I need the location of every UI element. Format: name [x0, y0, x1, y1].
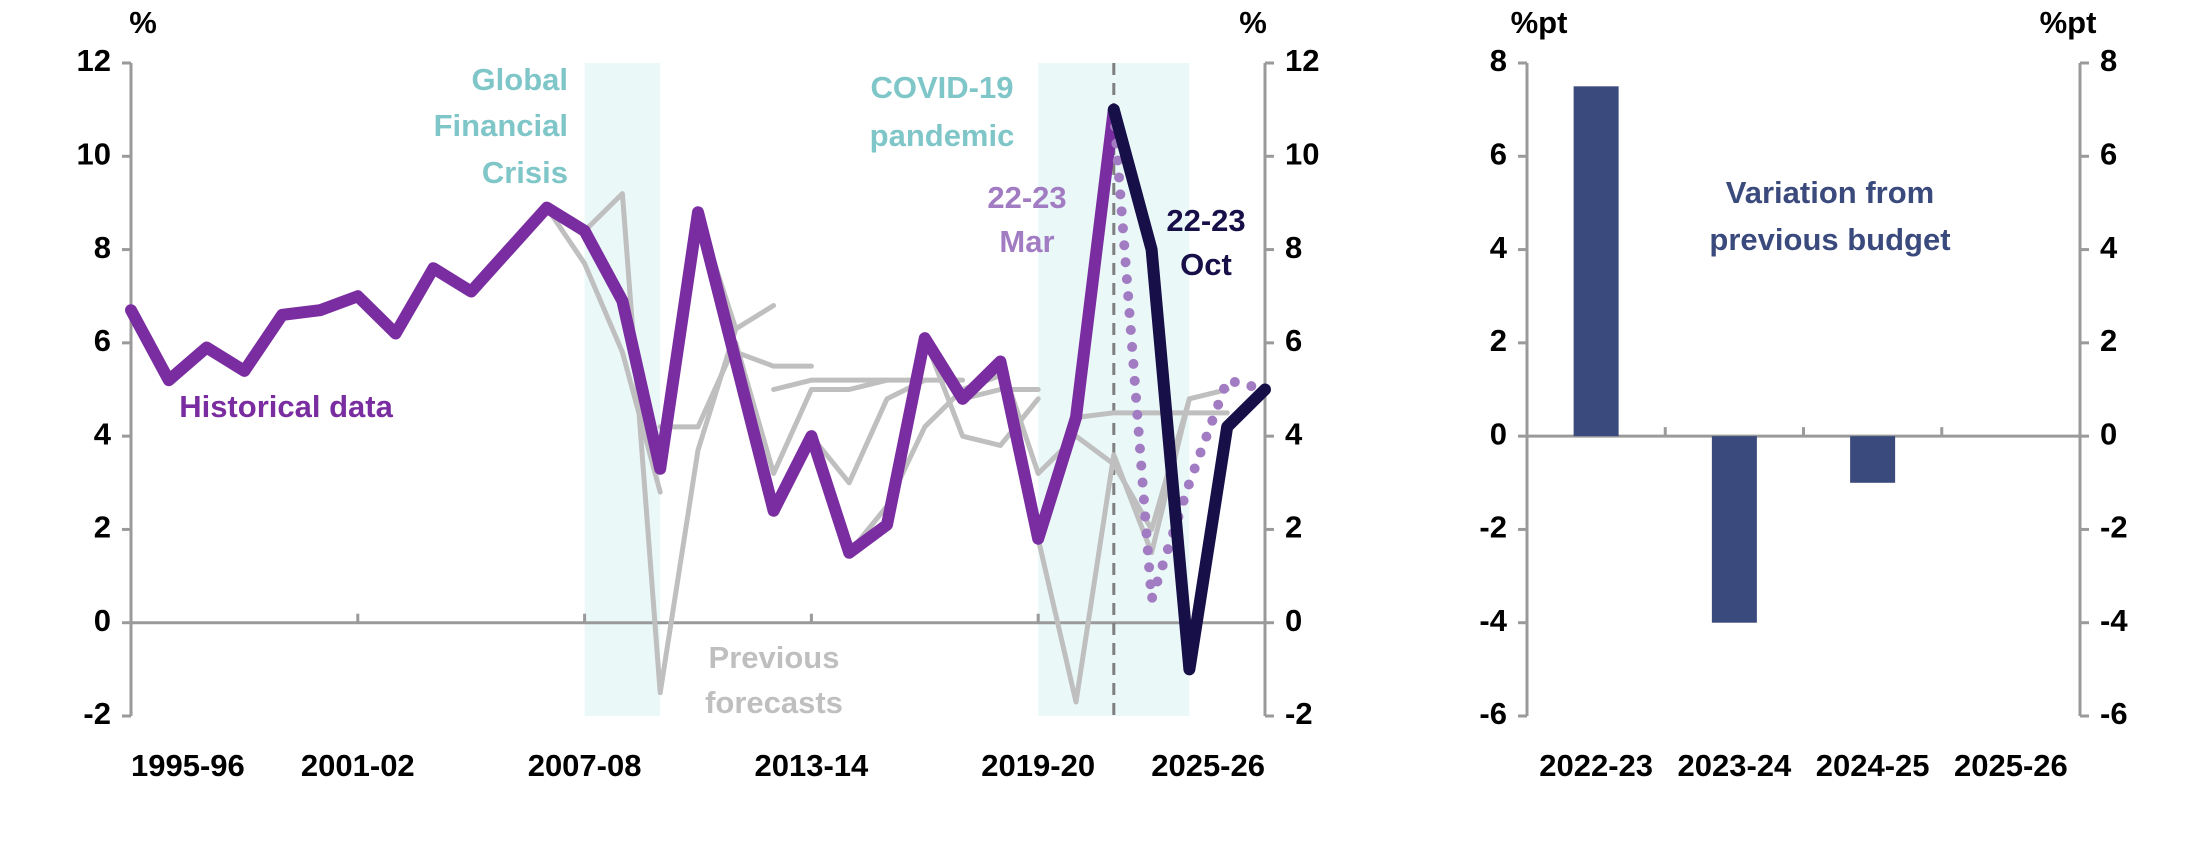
- y2-tick-label: 12: [1285, 43, 1319, 78]
- y2-unit: %pt: [2040, 5, 2097, 40]
- previous-forecast-line: [733, 340, 890, 476]
- x-tick-label: 2025-26: [1151, 748, 1265, 783]
- x-tick-label: 2023-24: [1677, 748, 1792, 783]
- y-tick-label: 8: [94, 230, 111, 265]
- y-tick-label: 6: [94, 323, 111, 358]
- y2-tick-label: 6: [1285, 323, 1302, 358]
- previous-forecast-line: [582, 191, 739, 696]
- previous-forecast-line: [997, 359, 1192, 532]
- y-tick-label: -4: [1479, 603, 1507, 638]
- y2-tick-label: -6: [2100, 696, 2128, 731]
- bar: [1850, 436, 1896, 483]
- previous-forecast-line: [771, 377, 928, 392]
- y-tick-label: -2: [83, 696, 111, 731]
- bar: [1711, 436, 1757, 623]
- x-tick-label: 2022-23: [1539, 748, 1653, 783]
- previous-forecast-line: [846, 373, 1003, 556]
- series-label: Historical data: [179, 389, 393, 424]
- annotation: Financial: [434, 108, 568, 143]
- y-unit: %: [129, 5, 157, 40]
- y-unit: %pt: [1511, 5, 1568, 40]
- forecast-line: [1108, 104, 1270, 605]
- x-tick-label: 1995-96: [131, 748, 245, 783]
- y2-tick-label: -2: [1285, 696, 1313, 731]
- series-label: Oct: [1180, 247, 1232, 282]
- series-label: Mar: [999, 224, 1054, 259]
- y2-tick-label: 8: [1285, 230, 1302, 265]
- bar: [1573, 86, 1619, 437]
- y-tick-label: 6: [1490, 136, 1507, 171]
- previous-forecast-line: [1035, 387, 1230, 705]
- y-tick-label: 0: [1490, 416, 1507, 451]
- x-tick-label: 2024-25: [1816, 748, 1930, 783]
- annotation: forecasts: [705, 685, 843, 720]
- x-tick-label: 2025-26: [1954, 748, 2068, 783]
- y-tick-label: 2: [1490, 323, 1507, 358]
- y2-tick-label: -4: [2100, 603, 2128, 638]
- data-line: [125, 103, 1120, 559]
- annotation: COVID-19: [871, 70, 1014, 105]
- data-line: [1107, 103, 1271, 676]
- annotation: previous budget: [1709, 222, 1950, 257]
- series-label: 22-23: [987, 180, 1066, 215]
- y2-tick-label: 2: [1285, 510, 1302, 545]
- y2-tick-label: 0: [1285, 603, 1302, 638]
- y-tick-label: -6: [1479, 696, 1507, 731]
- y-tick-label: 8: [1490, 43, 1507, 78]
- x-tick-label: 2001-02: [301, 748, 415, 783]
- y2-tick-label: 8: [2100, 43, 2117, 78]
- previous-forecast-line: [808, 377, 966, 486]
- previous-forecast-line: [657, 340, 739, 430]
- shaded-period: [584, 63, 661, 716]
- previous-forecast-line: [733, 349, 814, 369]
- y-tick-label: 12: [77, 43, 111, 78]
- previous-forecast-line: [1073, 410, 1230, 420]
- x-tick-label: 2007-08: [528, 748, 642, 783]
- x-tick-label: 2019-20: [981, 748, 1095, 783]
- x-tick-label: 2013-14: [755, 748, 870, 783]
- series-label: 22-23: [1166, 203, 1245, 238]
- annotation: pandemic: [870, 118, 1015, 153]
- y2-tick-label: 2: [2100, 323, 2117, 358]
- y2-tick-label: -2: [2100, 510, 2128, 545]
- y2-tick-label: 0: [2100, 416, 2117, 451]
- y-tick-label: 10: [77, 136, 111, 171]
- y2-tick-label: 6: [2100, 136, 2117, 171]
- y2-tick-label: 4: [2100, 230, 2118, 265]
- y2-tick-label: 4: [1285, 416, 1303, 451]
- annotation: Variation from: [1726, 175, 1934, 210]
- y-tick-label: -2: [1479, 510, 1507, 545]
- y2-tick-label: 10: [1285, 136, 1319, 171]
- y-tick-label: 2: [94, 510, 111, 545]
- y2-unit: %: [1239, 5, 1267, 40]
- y-tick-label: 0: [94, 603, 111, 638]
- annotation: Crisis: [482, 155, 568, 190]
- annotation: Global: [472, 62, 568, 97]
- annotation: Previous: [709, 640, 840, 675]
- y-tick-label: 4: [94, 416, 112, 451]
- y-tick-label: 4: [1490, 230, 1508, 265]
